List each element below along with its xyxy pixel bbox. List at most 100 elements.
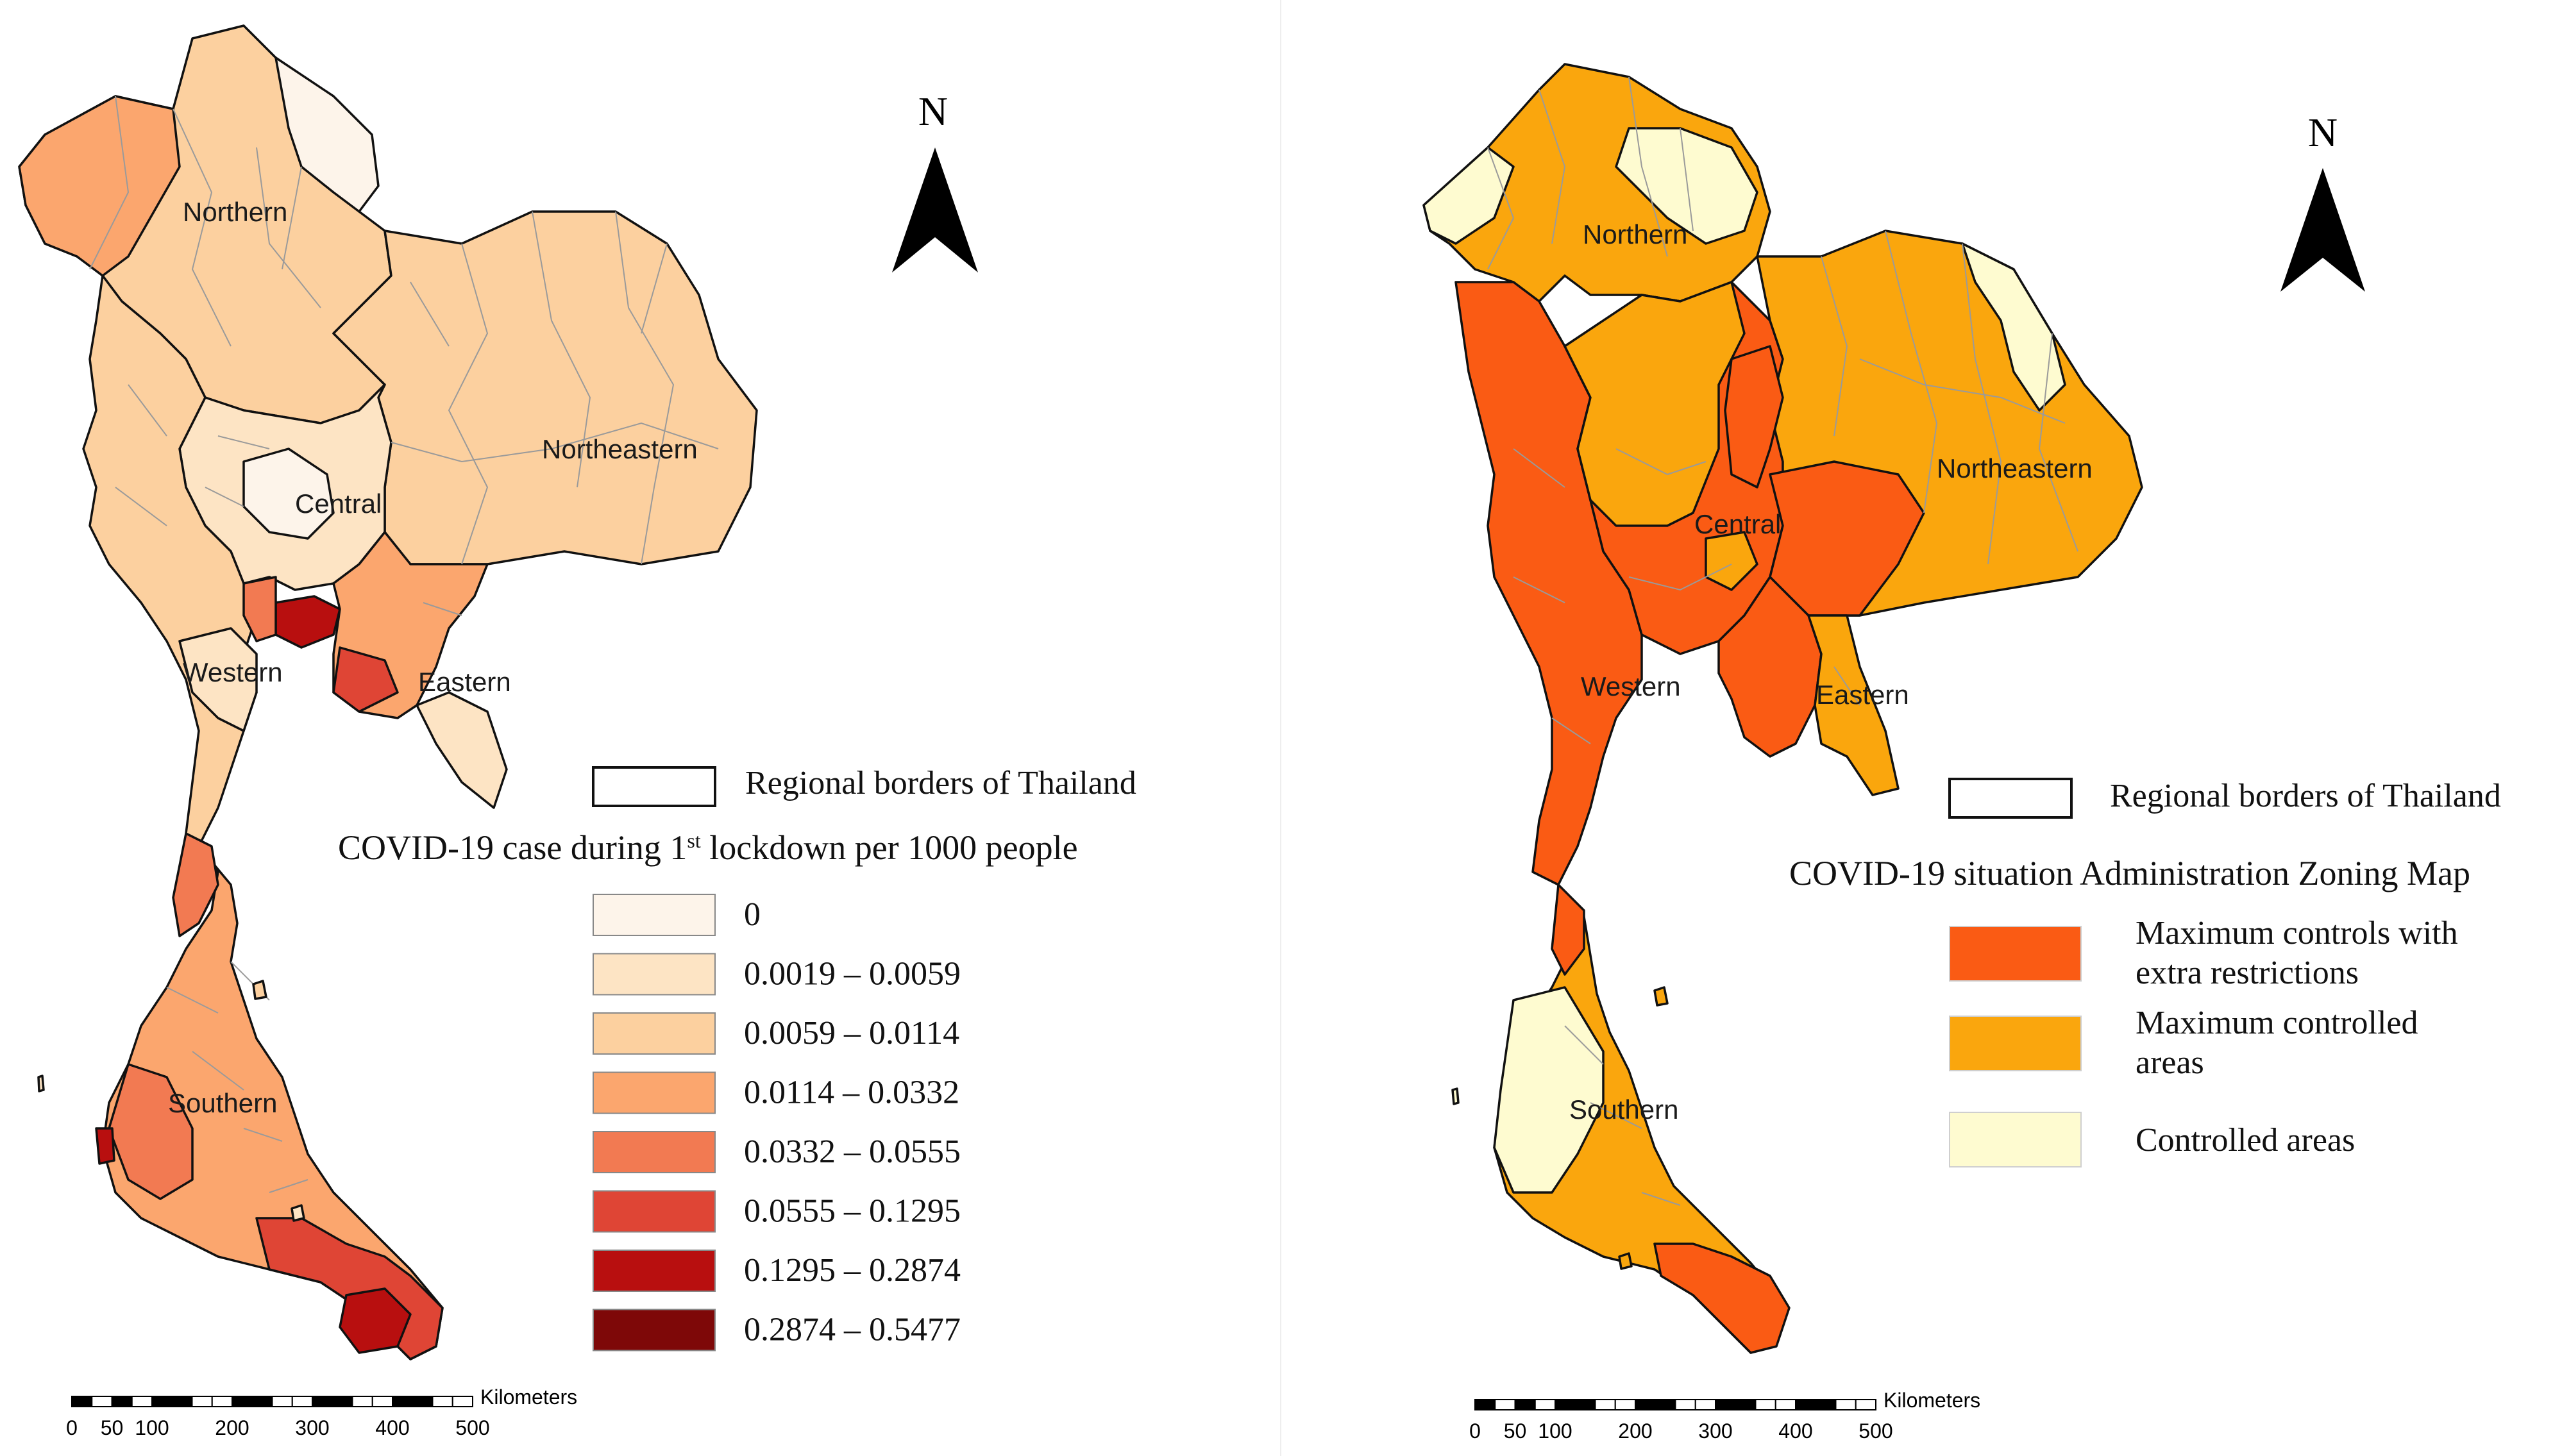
right-legend-label: Maximum controls with	[2136, 915, 2458, 951]
right-region-eastern-coast	[1807, 614, 1900, 796]
left-legend-label: 0.0019 – 0.0059	[744, 956, 961, 992]
right-legend-label: extra restrictions	[2136, 955, 2359, 991]
left-label-western: Western	[183, 657, 283, 687]
scale-tick-label: 400	[375, 1416, 409, 1439]
scale-segment	[351, 1396, 373, 1407]
right-island-1	[1653, 986, 1669, 1007]
right-island-2	[1451, 1087, 1460, 1105]
scale-tick-label: 400	[1778, 1419, 1812, 1443]
scale-segment	[1855, 1399, 1876, 1410]
scale-segment	[71, 1396, 93, 1407]
left-north-label: N	[918, 88, 948, 134]
right-region-northern-east	[1615, 127, 1758, 245]
scale-segment	[1474, 1399, 1496, 1410]
scale-segment	[371, 1396, 393, 1407]
left-legend-label: 0.0114 – 0.0332	[744, 1075, 959, 1111]
scale-segment	[1835, 1399, 1857, 1410]
scale-tick-label: 300	[295, 1416, 329, 1439]
scale-segment	[1555, 1399, 1576, 1410]
scale-segment	[191, 1396, 213, 1407]
left-label-southern: Southern	[168, 1088, 277, 1118]
scale-segment	[412, 1396, 434, 1407]
left-legend-label: 0.0332 – 0.0555	[744, 1134, 961, 1170]
right-region-northeastern-east	[1961, 242, 2066, 412]
right-label-southern: Southern	[1569, 1094, 1678, 1125]
scale-segment	[211, 1396, 233, 1407]
right-region-northeastern-spine	[1724, 345, 1784, 489]
scale-segment	[1574, 1399, 1596, 1410]
left-region-phuket	[95, 1127, 115, 1165]
right-region-northeastern-south	[1769, 460, 1925, 617]
left-legend-label: 0.0555 – 0.1295	[744, 1193, 961, 1230]
scale-segment	[1635, 1399, 1656, 1410]
left-label-central: Central	[295, 489, 382, 519]
right-north-arrow-icon: N	[2280, 110, 2365, 292]
scale-tick-label: 100	[1538, 1419, 1572, 1443]
scale-segment	[1614, 1399, 1636, 1410]
scale-segment	[1774, 1399, 1796, 1410]
left-legend-label: 0.2874 – 0.5477	[744, 1312, 961, 1348]
left-region-central-core	[242, 448, 335, 540]
scale-segment	[1715, 1399, 1737, 1410]
left-label-eastern: Eastern	[418, 667, 511, 697]
left-legend-label: 0.1295 – 0.2874	[744, 1252, 961, 1289]
left-legend: Regional borders of Thailand COVID-19 ca…	[338, 765, 1136, 1351]
left-legend-border-label: Regional borders of Thailand	[745, 765, 1136, 801]
left-region-northern-west	[18, 95, 181, 277]
scale-segment	[1694, 1399, 1716, 1410]
right-legend-title: COVID-19 situation Administration Zoning…	[1789, 854, 2470, 892]
scale-segment	[1594, 1399, 1616, 1410]
right-north-label: N	[2308, 110, 2338, 155]
right-province-lines	[1487, 76, 2078, 1206]
scale-segment	[91, 1396, 113, 1407]
right-island-3	[1618, 1252, 1633, 1270]
left-label-northern: Northern	[183, 197, 287, 227]
right-legend-swatch	[1949, 1016, 2082, 1071]
right-region-southern-west	[1493, 986, 1605, 1194]
left-legend-swatch	[593, 1190, 716, 1233]
left-province-lines	[89, 96, 719, 1193]
left-island-2	[37, 1075, 45, 1092]
scale-segment	[392, 1396, 414, 1407]
scale-segment	[131, 1396, 153, 1407]
scale-unit: Kilometers	[480, 1385, 577, 1409]
left-legend-items: 0 0.0019 – 0.0059 0.0059 – 0.0114 0.0114 – …	[593, 894, 961, 1351]
scale-tick-label: 50	[1504, 1419, 1527, 1443]
right-zoning-map	[1422, 63, 2143, 1354]
scale-segment	[291, 1396, 313, 1407]
left-island-1	[252, 980, 267, 1000]
left-island-3	[291, 1204, 305, 1222]
right-region-southern-deep	[1653, 1243, 1791, 1354]
right-label-western: Western	[1581, 671, 1681, 701]
right-region-central-mid	[1705, 531, 1758, 591]
right-legend-swatch	[1949, 1112, 2082, 1167]
left-legend-label: 0	[744, 896, 761, 933]
left-region-western-south	[178, 627, 258, 732]
right-region-southern-upper	[1551, 883, 1585, 976]
scale-segment	[1674, 1399, 1696, 1410]
left-legend-swatch	[593, 1309, 716, 1351]
left-legend-swatch	[593, 1250, 716, 1292]
scale-segment	[1655, 1399, 1676, 1410]
left-scale-bar: Kilometers 0 50 100 200 300 400 500	[66, 1385, 577, 1439]
scale-segment	[1514, 1399, 1536, 1410]
left-region-southern-upper	[172, 832, 219, 937]
left-legend-swatch	[593, 1012, 716, 1055]
left-region-southern-tip	[339, 1287, 412, 1354]
left-region-northern-east	[274, 56, 380, 213]
right-scale-bar: Kilometers 0 50 100 200 300 400 500	[1469, 1389, 1980, 1443]
left-legend-swatch	[593, 1131, 716, 1173]
left-north-arrow-icon: N	[892, 88, 978, 272]
scale-segment	[251, 1396, 273, 1407]
scale-tick-label: 0	[1469, 1419, 1481, 1443]
scale-tick-label: 200	[215, 1416, 249, 1439]
left-region-bangkok-ring	[242, 576, 277, 642]
left-legend-swatch	[593, 953, 716, 996]
left-legend-label: 0.0059 – 0.0114	[744, 1015, 959, 1051]
scale-segment	[1735, 1399, 1757, 1410]
scale-segment	[451, 1396, 473, 1407]
left-choropleth-map	[18, 24, 758, 1360]
left-legend-title: COVID-19 case during 1st lockdown per 10…	[338, 828, 1078, 867]
scale-segment	[151, 1396, 173, 1407]
